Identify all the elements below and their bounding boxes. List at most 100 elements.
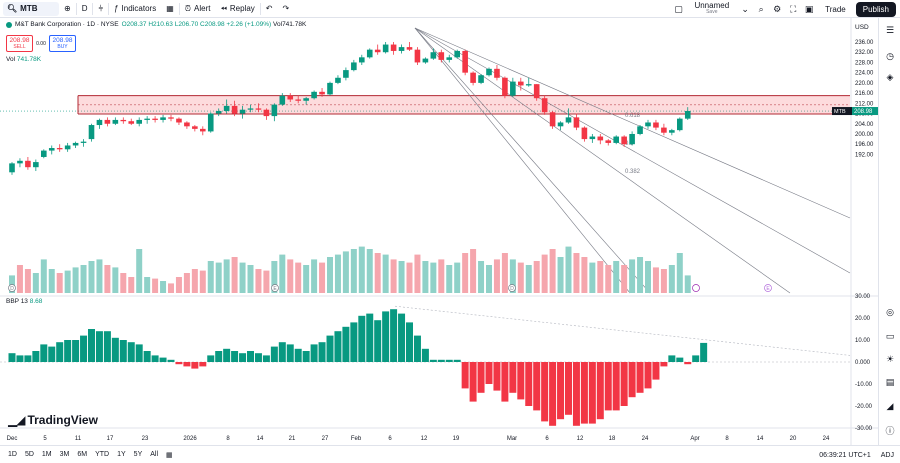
time-label: 20 [790, 436, 797, 442]
bbp-bar [302, 351, 310, 362]
adj-toggle[interactable]: ADJ [880, 451, 894, 459]
publish-button[interactable]: Publish [855, 1, 896, 17]
range-button[interactable]: 5D [24, 451, 34, 458]
trade-button[interactable]: Trade [817, 0, 854, 18]
replay-button[interactable]: ⏪︎ Replay [215, 0, 259, 18]
chevron-down-icon[interactable]: ⌄ [741, 3, 749, 14]
signal-icon[interactable]: ◢ [886, 400, 894, 411]
time-label: 11 [75, 436, 82, 442]
volume-bar [80, 265, 87, 293]
bbp-bar [429, 359, 437, 362]
layout-name-button[interactable]: Unnamed Save [686, 2, 737, 16]
last-price-badge [852, 107, 878, 116]
volume-bar [223, 259, 230, 293]
camera-icon[interactable]: ▣ [804, 3, 814, 14]
time-label: Apr [690, 436, 699, 442]
volume-bar [32, 273, 39, 293]
volume-bar [589, 262, 596, 293]
bbp-bar [684, 362, 692, 365]
bbp-legend[interactable]: BBP 13 8.68 [6, 298, 42, 305]
layers-icon[interactable]: ◈ [886, 71, 894, 82]
candle-body [327, 82, 333, 95]
currency-label: USD [855, 24, 869, 31]
brand-name: TradingView [27, 413, 98, 427]
candle-body [414, 49, 421, 63]
bbp-bar [541, 362, 549, 422]
range-button[interactable]: 1M [41, 451, 52, 458]
volume-bar [24, 269, 31, 293]
candle-body [168, 117, 174, 119]
volume-bar [350, 249, 357, 293]
templates-button[interactable]: ▦ [161, 0, 179, 18]
bbp-bar [580, 362, 588, 424]
bbp-bar [135, 344, 143, 362]
range-button[interactable]: 5Y [133, 451, 143, 458]
volume-bar [16, 265, 23, 293]
lightbulb-icon[interactable]: ☀︎ [885, 353, 895, 364]
bbp-bar [88, 329, 95, 362]
bbp-bar [215, 351, 223, 362]
candle-body [176, 118, 182, 123]
chat-icon[interactable]: ▭ [885, 330, 895, 341]
volume-legend[interactable]: Vol 741.78K [6, 56, 41, 63]
bbp-bar [103, 331, 111, 362]
bbp-bar [24, 355, 32, 362]
volume-bar [462, 253, 469, 293]
time-label: 8 [725, 436, 729, 442]
alert-button[interactable]: ⏰︎ Alert [180, 0, 216, 18]
chart-legend[interactable]: M&T Bank Corporation · 1D · NYSE O208.37… [6, 21, 306, 28]
time-label: 14 [757, 436, 764, 442]
event-marker [508, 284, 516, 292]
fullscreen-icon[interactable]: ⛶ [789, 3, 797, 14]
undo-icon: ↶ [265, 4, 273, 13]
bbp-bar [48, 346, 56, 362]
volume-bar [271, 261, 278, 293]
candles-icon: ⫩ [98, 3, 104, 13]
range-button[interactable]: 1Y [117, 451, 126, 458]
clock[interactable]: 06:39:21 UTC+1 [819, 451, 871, 459]
buy-button[interactable]: 208.98 BUY [49, 35, 76, 52]
range-button[interactable]: YTD [95, 451, 110, 458]
calendar-icon[interactable]: ▤ [885, 376, 895, 387]
quick-search-icon[interactable]: ⌕ [758, 3, 764, 14]
range-button[interactable]: 1D [8, 451, 17, 458]
undo-button[interactable]: ↶ [261, 0, 278, 18]
right-rail: ☰ ◷ ◈ ◎ ▭ ☀︎ ▤ ◢ ⓘ [878, 18, 900, 445]
volume-bar [382, 254, 389, 293]
volume-bar [374, 253, 381, 293]
chart-type-button[interactable]: ⫩ [93, 0, 108, 18]
time-label: 24 [642, 436, 649, 442]
alert-clock-icon[interactable]: ◷ [886, 50, 894, 61]
tradingview-logo[interactable]: ▁◢ TradingView [8, 413, 98, 427]
compass-icon[interactable]: ◎ [886, 306, 894, 317]
indicators-button[interactable]: ƒ Indicators [109, 0, 161, 18]
price-tick-label: 200.00 [855, 132, 874, 138]
bbp-bar [445, 359, 453, 362]
bbp-bar [660, 362, 668, 367]
time-label: 23 [142, 436, 149, 442]
compare-button[interactable]: ⊕ [59, 0, 76, 18]
bbp-bar [477, 362, 485, 393]
candle-body [215, 110, 222, 114]
redo-button[interactable]: ↷ [278, 0, 295, 18]
sell-button[interactable]: 208.98 SELL [6, 35, 33, 52]
gear-icon[interactable]: ⚙︎ [773, 3, 782, 14]
interval-button[interactable]: D [77, 0, 93, 18]
change-value: +2.26 (+1.09%) [226, 21, 272, 28]
calendar-range-icon[interactable]: ▦ [166, 451, 173, 459]
help-icon[interactable]: ⓘ [885, 425, 895, 436]
candle-body [518, 81, 524, 86]
time-label: 6 [545, 436, 549, 442]
volume-bar [676, 253, 683, 293]
volume-bar [319, 262, 326, 293]
volume-bar [684, 275, 691, 293]
time-label: 18 [609, 436, 616, 442]
range-button[interactable]: All [150, 451, 159, 458]
range-button[interactable]: 6M [77, 451, 88, 458]
range-button[interactable]: 3M [59, 451, 70, 458]
symbol-search[interactable]: 🔍︎ MTB [3, 1, 59, 16]
volume-bar [120, 273, 127, 293]
watchlist-icon[interactable]: ☰ [885, 24, 895, 35]
layout-square-icon[interactable]: ▢ [674, 3, 683, 14]
